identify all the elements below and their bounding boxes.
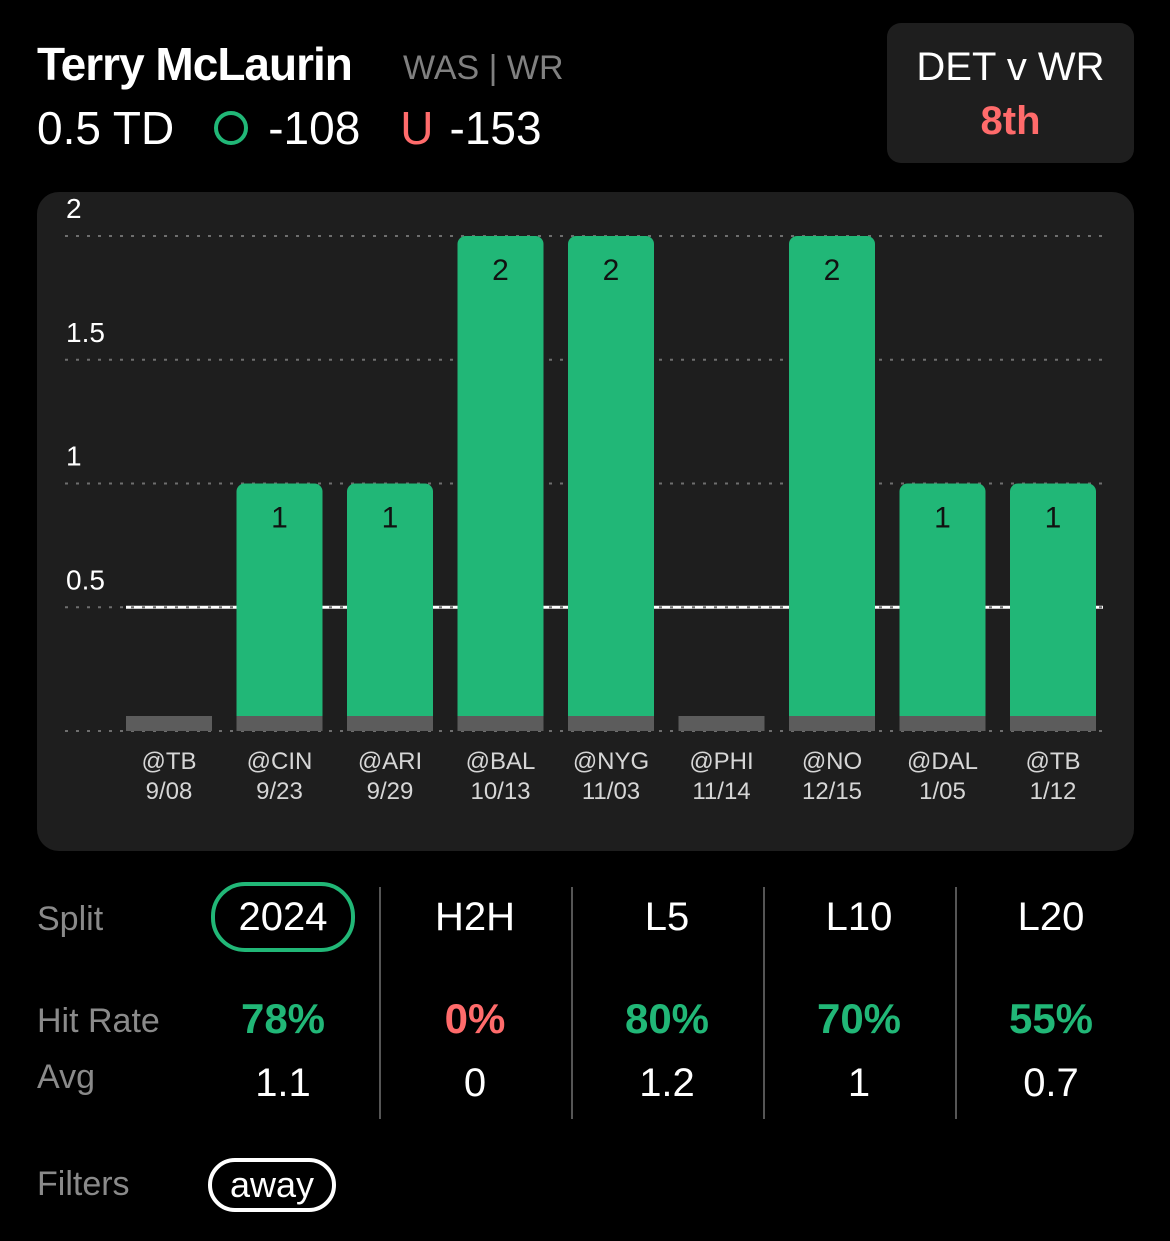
split-tab-l20[interactable]: L20 <box>1017 895 1085 939</box>
split-column-l20: L20 55% 0.7 <box>956 880 1146 1108</box>
x-tick-date: 9/29 <box>367 778 414 805</box>
bar-nyg-4 <box>568 236 654 731</box>
matchup-rank: 8th <box>980 99 1041 143</box>
split-column-h2h: H2H 0% 0 <box>380 880 570 1108</box>
split-tab-2024[interactable]: 2024 <box>210 882 356 952</box>
player-team-position: WAS | WR <box>403 49 564 87</box>
hit-rate-l10: 70% <box>816 995 902 1042</box>
split-tab-l10[interactable]: L10 <box>825 895 893 939</box>
bar-data-label: 2 <box>824 254 841 287</box>
bar-data-label: 1 <box>382 502 399 535</box>
divider <box>379 887 381 1119</box>
avg-2024: 1.1 <box>255 1061 311 1105</box>
x-tick-opponent: @DAL <box>907 748 978 775</box>
divider <box>571 887 573 1119</box>
bar-base-stub <box>236 716 323 731</box>
x-tick-date: 9/08 <box>146 778 193 805</box>
bar-data-label: 1 <box>934 502 951 535</box>
avg-h2h: 0 <box>463 1061 487 1105</box>
bar-bal-3 <box>457 236 544 731</box>
bar-data-label: 2 <box>492 254 509 287</box>
x-tick-opponent: @PHI <box>689 748 753 775</box>
divider <box>763 887 765 1119</box>
hit-rate-2024: 78% <box>240 995 326 1042</box>
split-label: Split <box>37 900 104 938</box>
bar-chart: 0.5 1 1.5 2 @TB 9/08 1 @CIN 9/23 1 @ARI 9/29 2 @BAL 10… <box>65 193 1103 805</box>
over-odds[interactable]: -108 <box>268 102 361 154</box>
matchup-title: DET v WR <box>916 45 1105 89</box>
bar-base-stub <box>789 716 875 731</box>
bar-cin-1 <box>236 483 323 731</box>
bar-data-label: 2 <box>603 254 620 287</box>
bar-data-label: 1 <box>1045 502 1062 535</box>
x-tick-opponent: @NYG <box>573 748 649 775</box>
hit-rate-label: Hit Rate <box>37 1002 160 1040</box>
filter-chip-away[interactable]: away <box>208 1158 337 1212</box>
y-tick-label: 2 <box>66 193 82 224</box>
hit-rate-l5: 80% <box>624 995 710 1042</box>
stats-section: Split Hit Rate Avg Filters 2024 78% 1.1 … <box>0 880 1170 1241</box>
split-column-l10: L10 70% 1 <box>764 880 954 1108</box>
chart-panel: 0.5 1 1.5 2 @TB 9/08 1 @CIN 9/23 1 @ARI 9/29 2 @BAL 10… <box>37 192 1134 851</box>
bar-base-stub <box>347 716 433 731</box>
bar-base-stub <box>568 716 654 731</box>
hit-rate-h2h: 0% <box>444 995 506 1042</box>
x-tick-opponent: @CIN <box>247 748 313 775</box>
x-tick-date: 11/03 <box>582 778 640 805</box>
divider <box>955 887 957 1119</box>
bar-base-stub <box>457 716 544 731</box>
bar-dal-7 <box>899 483 986 731</box>
x-tick-opponent: @TB <box>141 748 196 775</box>
bar-no-6 <box>789 236 875 731</box>
prop-row: 0.5 TD -108 U -153 <box>37 98 542 158</box>
x-tick-opponent: @BAL <box>466 748 536 775</box>
x-tick-date: 1/12 <box>1030 778 1077 805</box>
x-tick-date: 1/05 <box>919 778 966 805</box>
x-tick-opponent: @TB <box>1025 748 1080 775</box>
y-tick-label: 0.5 <box>66 564 105 595</box>
x-tick-opponent: @NO <box>802 748 862 775</box>
x-tick-date: 11/14 <box>692 778 750 805</box>
bar-base-stub <box>1010 716 1096 731</box>
bar-base-stub <box>126 716 212 731</box>
matchup-box[interactable]: DET v WR 8th <box>887 23 1134 163</box>
player-name: Terry McLaurin <box>37 38 353 90</box>
x-tick-opponent: @ARI <box>358 748 422 775</box>
bar-data-label: 1 <box>271 502 288 535</box>
avg-l20: 0.7 <box>1023 1061 1079 1105</box>
under-symbol: U <box>400 102 434 154</box>
avg-l10: 1 <box>847 1061 871 1105</box>
bar-ari-2 <box>347 483 433 731</box>
x-tick-date: 10/13 <box>470 778 530 805</box>
hit-rate-l20: 55% <box>1008 995 1094 1042</box>
y-tick-label: 1.5 <box>66 317 105 348</box>
avg-l5: 1.2 <box>639 1061 695 1105</box>
filters-label: Filters <box>37 1165 130 1203</box>
split-column-l5: L5 80% 1.2 <box>572 880 762 1108</box>
x-tick-date: 12/15 <box>802 778 862 805</box>
prop-line: 0.5 TD <box>37 102 175 154</box>
split-tab-l5[interactable]: L5 <box>644 895 690 939</box>
bar-base-stub <box>899 716 986 731</box>
x-tick-date: 9/23 <box>256 778 303 805</box>
avg-label: Avg <box>37 1058 95 1096</box>
y-tick-label: 1 <box>66 441 82 472</box>
under-odds[interactable]: -153 <box>449 102 542 154</box>
split-column-2024: 2024 78% 1.1 <box>188 880 378 1108</box>
bar-base-stub <box>678 716 765 731</box>
split-tab-h2h[interactable]: H2H <box>434 895 516 939</box>
over-circle-icon <box>214 111 249 145</box>
bar-tb-8 <box>1010 483 1096 731</box>
